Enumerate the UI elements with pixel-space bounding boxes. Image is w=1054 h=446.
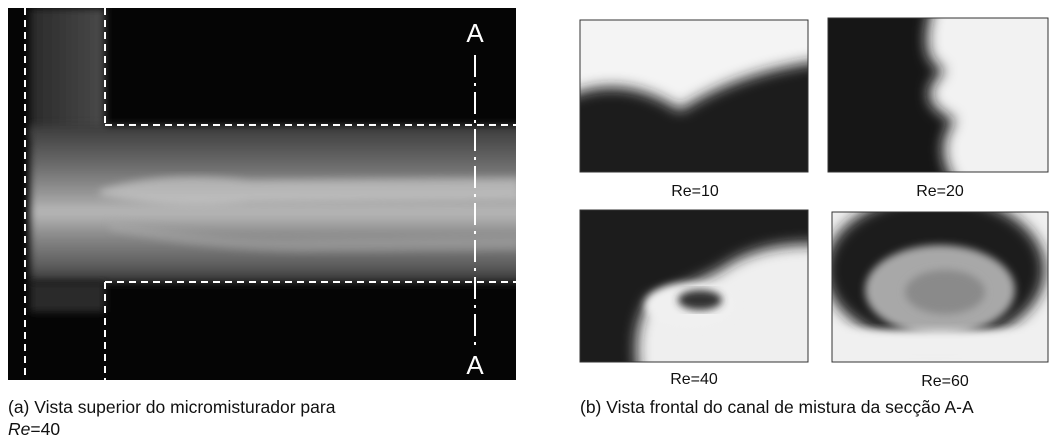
section-image [560,20,830,190]
image-label: Re=20 [916,183,964,200]
image-label: Re=40 [670,371,718,388]
section-label: A [466,18,484,48]
figure: A A Re=10 Re=20 Re=40 Re=60 (a) Vista su… [0,0,1054,446]
image-label: Re=10 [671,183,719,200]
image-label: Re=60 [921,373,969,390]
caption-italic: Re [8,419,30,439]
caption-text: =40 [30,419,60,439]
section-image [825,195,1048,362]
caption: (a) Vista superior do micromisturador pa… [8,396,514,440]
top-view-image: A A [8,8,530,380]
section-image [810,0,1048,190]
figure-images: A A Re=10 Re=20 Re=40 Re=60 [0,0,1054,446]
caption-text: (a) Vista superior do micromisturador pa… [8,397,335,417]
section-label: A [466,350,484,380]
caption: (b) Vista frontal do canal de mistura da… [580,396,1048,418]
section-image [560,190,830,380]
